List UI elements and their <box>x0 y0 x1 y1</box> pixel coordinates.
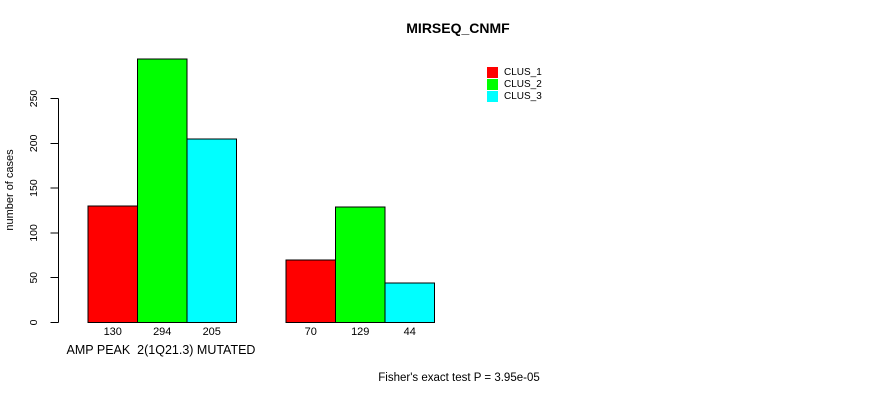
legend-item-clus_1: CLUS_1 <box>487 66 542 78</box>
y-axis-tick-label: 0 <box>28 319 40 325</box>
bar-value-label: 44 <box>404 326 416 338</box>
bar-clus_2-group1 <box>137 58 188 324</box>
y-axis-tick-label: 50 <box>28 272 40 284</box>
bar-clus_2-group2 <box>335 206 386 323</box>
legend-label: CLUS_2 <box>504 78 542 90</box>
bar-clus_1-group2 <box>285 259 336 323</box>
y-axis-tick-label: 200 <box>28 134 40 152</box>
bar-value-label: 130 <box>104 326 122 338</box>
fisher-test-annotation: Fisher's exact test P = 3.95e-05 <box>378 372 540 384</box>
y-axis-title-text: number of cases <box>4 149 16 231</box>
y-axis-tick-label: 100 <box>28 224 40 242</box>
bar-clus_3-group2 <box>384 282 435 323</box>
legend-item-clus_3: CLUS_3 <box>487 91 542 103</box>
chart-title: MIRSEQ_CNMF <box>406 20 510 36</box>
legend-swatch-clus_2 <box>487 78 498 90</box>
bar-value-label: 205 <box>203 326 221 338</box>
bar-clus_1-group1 <box>87 205 138 324</box>
legend: CLUS_1 CLUS_2 CLUS_3 <box>487 66 542 103</box>
legend-swatch-clus_1 <box>487 66 498 78</box>
bar-clus_3-group1 <box>186 138 237 323</box>
y-axis-tick-label: 250 <box>28 90 40 108</box>
legend-label: CLUS_3 <box>504 91 542 103</box>
bar-value-label: 294 <box>153 326 171 338</box>
legend-label: CLUS_1 <box>504 66 542 78</box>
bar-value-label: 129 <box>351 326 369 338</box>
y-axis-tick-label: 150 <box>28 179 40 197</box>
legend-swatch-clus_3 <box>487 91 498 103</box>
x-axis-group-label: AMP PEAK 2(1Q21.3) MUTATED <box>66 343 256 357</box>
legend-item-clus_2: CLUS_2 <box>487 78 542 90</box>
bar-value-label: 70 <box>305 326 317 338</box>
